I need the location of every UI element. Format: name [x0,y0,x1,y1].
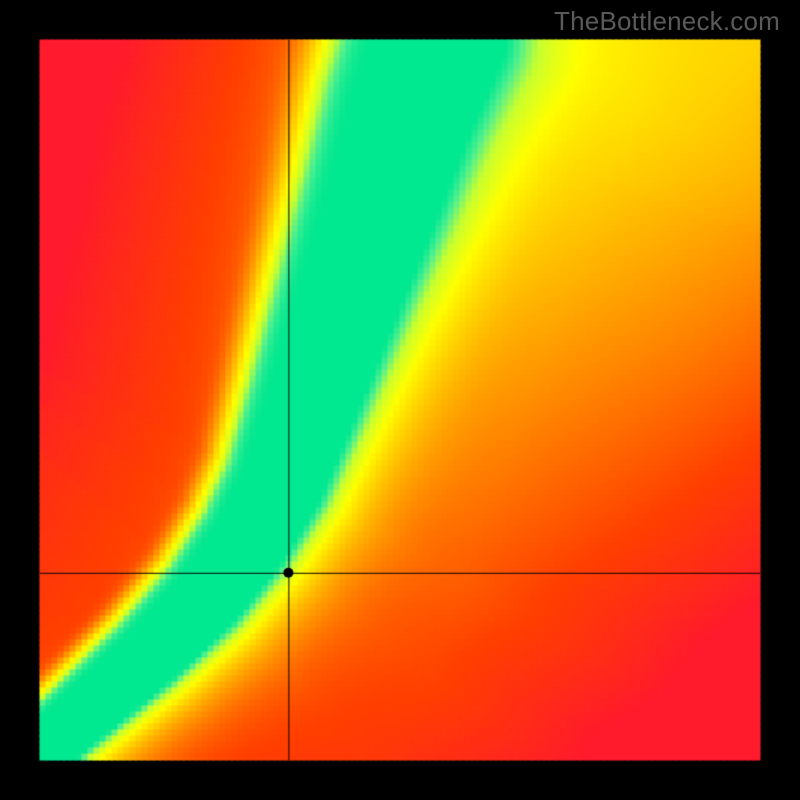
watermark-text: TheBottleneck.com [554,6,780,37]
chart-container: TheBottleneck.com [0,0,800,800]
bottleneck-heatmap [0,0,800,800]
